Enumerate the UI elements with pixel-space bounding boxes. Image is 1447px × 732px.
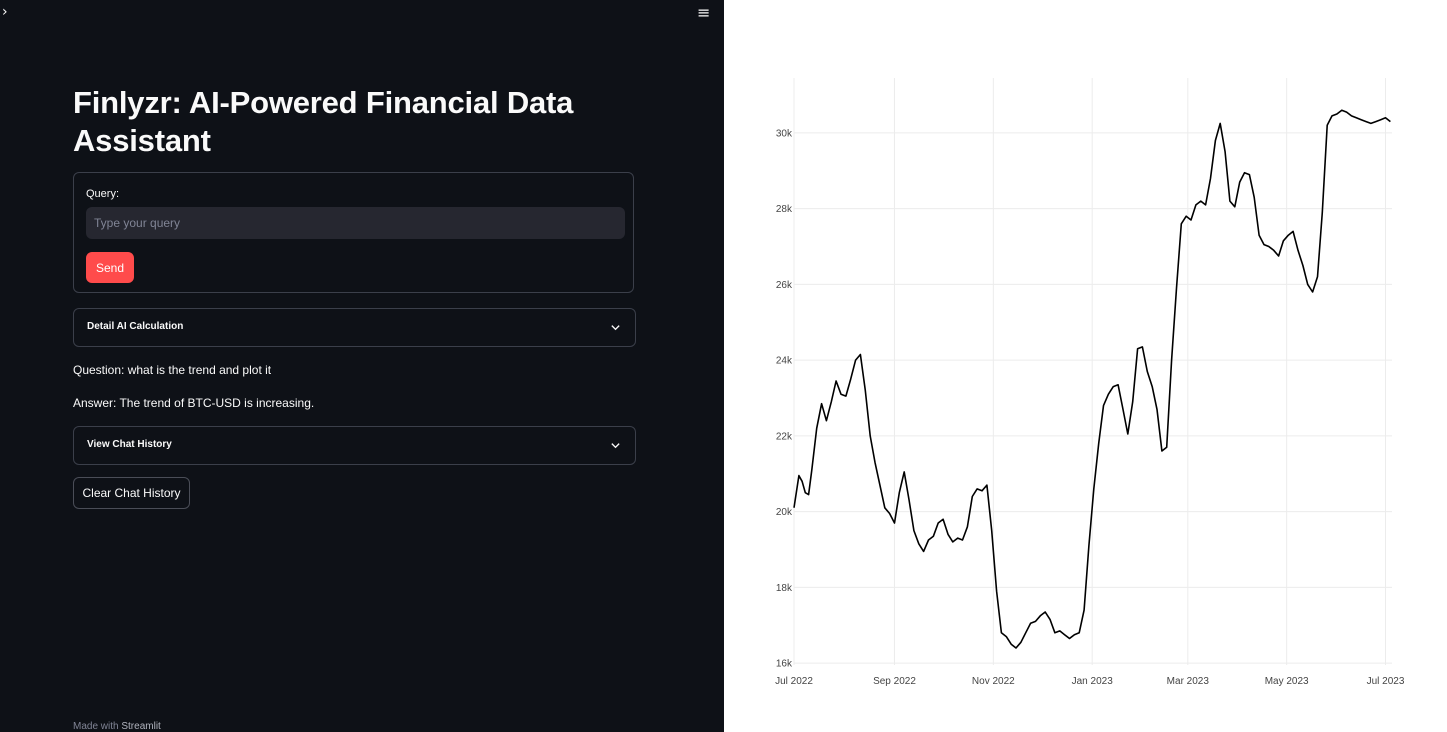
- x-tick-label: Jul 2022: [775, 676, 813, 687]
- btc-usd-line-chart[interactable]: Jul 2022 Sep 2022 Nov 2022 Jan 2023 Mar 2023…: [724, 0, 1447, 732]
- footer: Made with Streamlit: [73, 721, 161, 732]
- x-tick-label: Nov 2022: [972, 676, 1015, 687]
- hamburger-menu-icon[interactable]: ≡: [697, 3, 711, 22]
- detail-ai-calculation-expander[interactable]: Detail AI Calculation: [73, 308, 636, 347]
- y-tick-label: 30k: [776, 128, 793, 139]
- query-form: Query: Send: [73, 172, 634, 293]
- x-tick-label: Jul 2023: [1367, 676, 1405, 687]
- streamlit-link[interactable]: Streamlit: [121, 721, 161, 732]
- x-tick-label: Sep 2022: [873, 676, 916, 687]
- y-tick-label: 22k: [776, 431, 793, 442]
- query-label: Query:: [86, 188, 120, 200]
- clear-chat-history-button[interactable]: Clear Chat History: [73, 477, 190, 509]
- chevron-right-icon[interactable]: ›: [2, 4, 8, 20]
- y-tick-label: 18k: [776, 583, 793, 594]
- chart-panel: Jul 2022 Sep 2022 Nov 2022 Jan 2023 Mar 2023…: [724, 0, 1447, 732]
- query-input[interactable]: [86, 207, 625, 239]
- chevron-down-icon: [611, 325, 620, 331]
- y-tick-label: 16k: [776, 659, 793, 670]
- page-title: Finlyzr: AI-Powered Financial Data Assis…: [73, 85, 574, 158]
- y-tick-label: 28k: [776, 204, 793, 215]
- x-tick-label: Jan 2023: [1072, 676, 1114, 687]
- expander-label: Detail AI Calculation: [87, 321, 184, 332]
- y-tick-label: 26k: [776, 280, 793, 291]
- x-tick-label: Mar 2023: [1167, 676, 1210, 687]
- question-text: Question: what is the trend and plot it: [73, 363, 272, 377]
- answer-text: Answer: The trend of BTC-USD is increasi…: [73, 396, 315, 410]
- y-tick-label: 20k: [776, 507, 793, 518]
- x-tick-label: May 2023: [1265, 676, 1309, 687]
- y-tick-label: 24k: [776, 356, 793, 367]
- expander-label: View Chat History: [87, 439, 172, 450]
- series-line[interactable]: [793, 109, 1391, 649]
- send-button[interactable]: Send: [86, 252, 134, 283]
- view-chat-history-expander[interactable]: View Chat History: [73, 426, 636, 465]
- chevron-down-icon: [611, 443, 620, 449]
- main-panel: › ≡ Finlyzr: AI-Powered Financial Data A…: [0, 0, 724, 732]
- footer-prefix: Made with: [73, 721, 119, 732]
